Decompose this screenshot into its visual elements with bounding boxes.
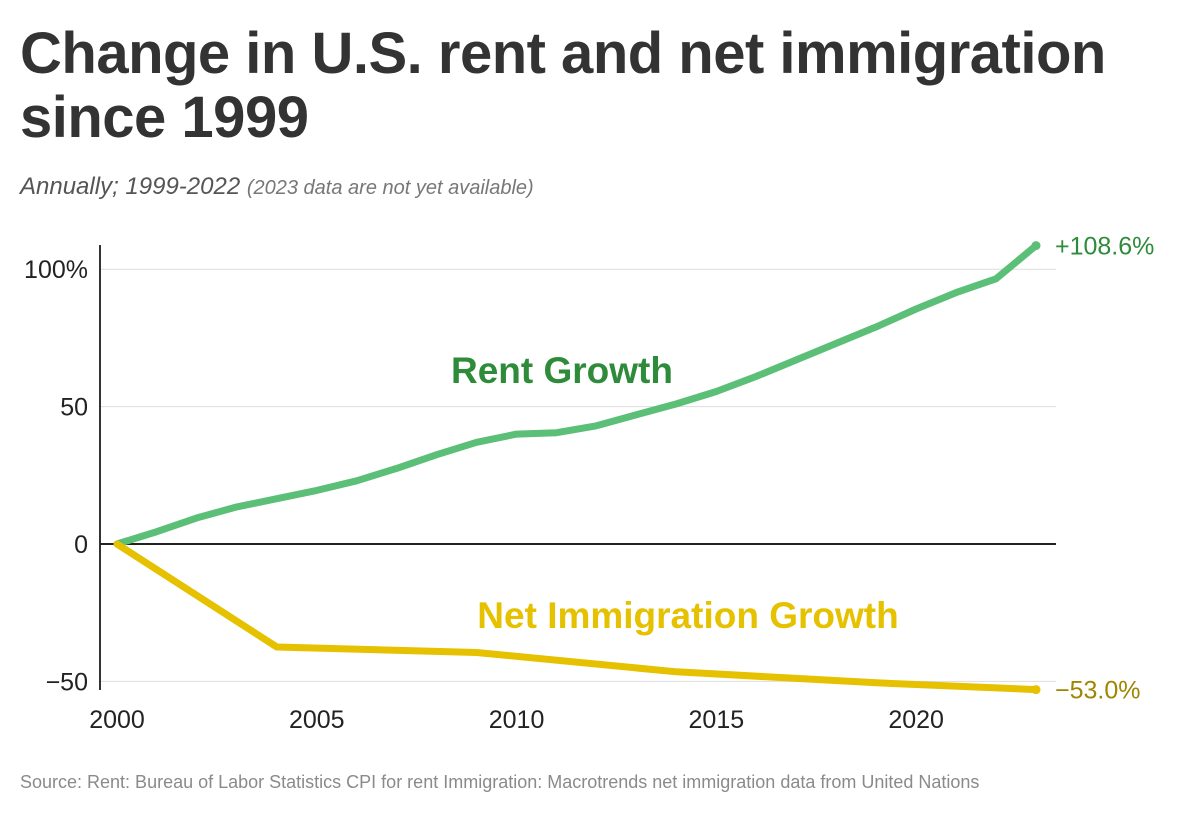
series-end-label: +108.6% [1055, 233, 1154, 261]
series-end-label: −53.0% [1055, 677, 1141, 705]
x-tick-label: 2020 [888, 706, 944, 734]
subtitle-text: Annually; 1999-2022 [20, 173, 241, 200]
series-name-label: Net Immigration Growth [477, 595, 898, 636]
x-axis-ticks: 2000 2005 2010 2015 2020 [89, 706, 944, 734]
y-tick-label: −50 [46, 668, 88, 696]
y-axis-ticks: 100% 50 0 −50 [24, 256, 88, 696]
series-name-label: Rent Growth [451, 350, 673, 391]
series-line [113, 540, 1040, 694]
subtitle-note: (2023 data are not yet available) [246, 177, 534, 199]
chart-title: Change in U.S. rent and net immigration … [20, 21, 1106, 150]
series-line [113, 242, 1040, 548]
y-tick-label: 0 [74, 531, 88, 559]
x-tick-label: 2005 [289, 706, 345, 734]
chart-subtitle: Annually; 1999-2022 (2023 data are not y… [20, 172, 534, 203]
series-lines [113, 241, 1041, 695]
series-end-point [1031, 241, 1041, 251]
series-labels: +108.6% Rent Growth −53.0% Net Immigration … [451, 233, 1154, 705]
x-tick-label: 2000 [89, 706, 145, 734]
source-note: Source: Rent: Bureau of Labor Statistics… [20, 772, 980, 792]
x-tick-label: 2010 [489, 706, 545, 734]
y-tick-label: 100% [24, 256, 88, 284]
y-tick-label: 50 [60, 394, 88, 422]
series-end-point [1031, 685, 1041, 695]
x-tick-label: 2015 [689, 706, 745, 734]
